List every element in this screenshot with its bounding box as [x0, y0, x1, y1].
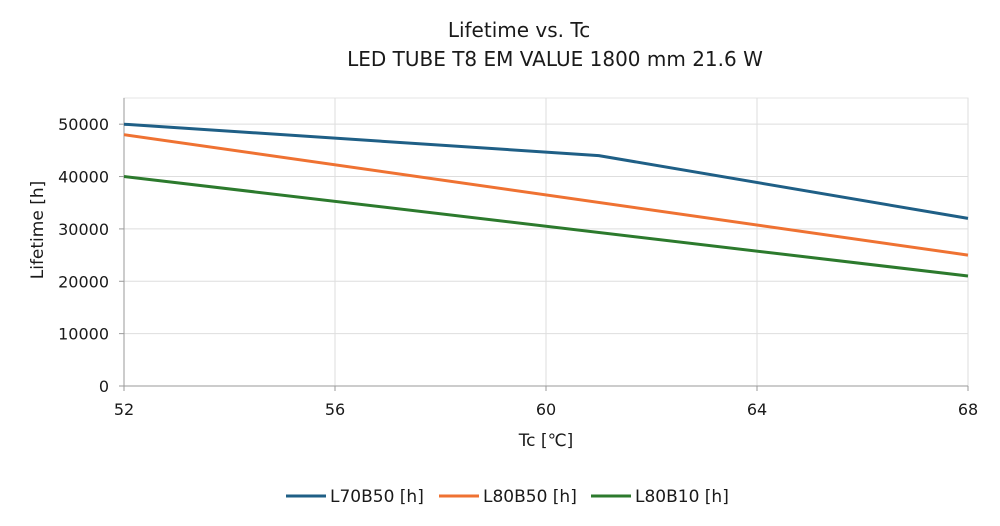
tick-labels: 52 56 60 64 68 0 10000 20000 30000 40000 50000	[58, 115, 978, 419]
x-tick-label: 68	[958, 400, 978, 419]
legend-label: L70B50 [h]	[330, 487, 424, 507]
y-tick-label: 40000	[58, 168, 109, 187]
legend-item: L70B50 [h]	[286, 487, 424, 507]
legend-label: L80B10 [h]	[635, 487, 729, 507]
x-tick-label: 56	[325, 400, 345, 419]
axes	[119, 98, 969, 391]
y-tick-label: 20000	[58, 272, 109, 291]
x-tick-label: 64	[747, 400, 767, 419]
legend-item: L80B50 [h]	[439, 487, 577, 507]
grid	[123, 97, 969, 387]
y-tick-label: 50000	[58, 115, 109, 134]
series-line-1	[123, 133, 969, 257]
series-line-2	[123, 175, 969, 278]
chart-subtitle: LED TUBE T8 EM VALUE 1800 mm 21.6 W	[347, 47, 763, 71]
y-tick-label: 30000	[58, 220, 109, 239]
chart-title: Lifetime vs. Tc	[448, 18, 590, 42]
legend-item: L80B10 [h]	[591, 487, 729, 507]
x-tick-label: 60	[536, 400, 556, 419]
y-tick-label: 0	[99, 377, 109, 396]
series-lines	[123, 122, 969, 278]
legend-label: L80B50 [h]	[483, 487, 577, 507]
x-tick-label: 52	[114, 400, 134, 419]
y-axis-label: Lifetime [h]	[28, 181, 48, 280]
y-tick-label: 10000	[58, 325, 109, 344]
legend: L70B50 [h] L80B50 [h] L80B10 [h]	[286, 487, 729, 507]
x-axis-label: Tc [℃]	[518, 431, 574, 451]
series-line-0	[123, 122, 969, 220]
